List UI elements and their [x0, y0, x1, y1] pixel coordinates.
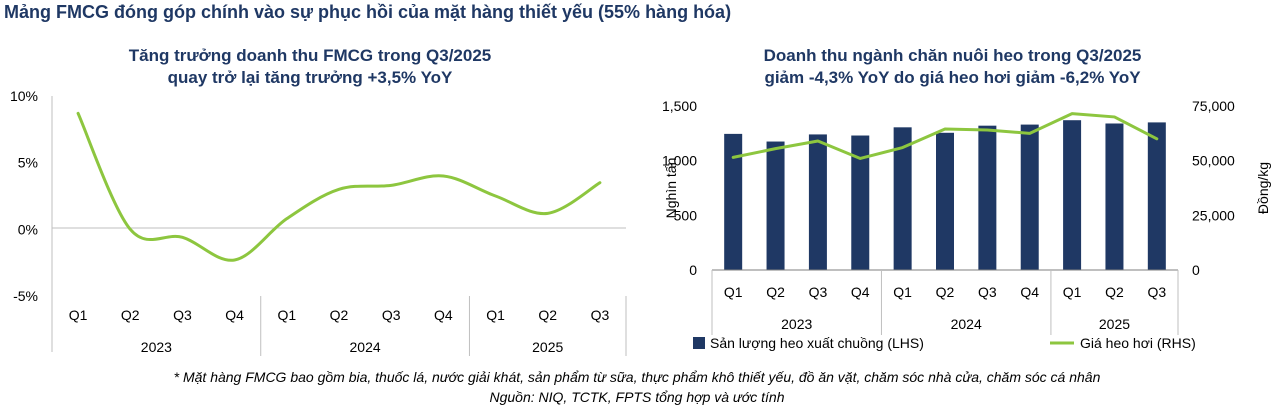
fmcg-chart-title-line2: quay trở lại tăng trưởng +3,5% YoY — [167, 68, 453, 87]
pork-x-tick-label: Q2 — [766, 284, 785, 300]
fmcg-y-tick-label: 5% — [18, 155, 38, 171]
fmcg-x-tick-label: Q3 — [382, 307, 401, 323]
pork-year-label: 2025 — [1099, 316, 1130, 332]
pork-right-tick-label: 0 — [1192, 262, 1200, 278]
pork-output-bar — [1063, 120, 1082, 270]
fmcg-chart-title-line1: Tăng trưởng doanh thu FMCG trong Q3/2025 — [128, 46, 492, 65]
pork-left-tick-label: 1,500 — [662, 98, 697, 114]
pork-legend-bar-swatch — [693, 337, 705, 349]
fmcg-x-tick-label: Q2 — [121, 307, 140, 323]
footnote-fmcg-definition: * Mặt hàng FMCG bao gồm bia, thuốc lá, n… — [173, 369, 1101, 385]
pork-x-tick-label: Q4 — [851, 284, 870, 300]
fmcg-x-tick-label: Q1 — [486, 307, 505, 323]
fmcg-x-tick-label: Q1 — [277, 307, 296, 323]
fmcg-year-label: 2023 — [141, 339, 172, 355]
pork-chart-title: Doanh thu ngành chăn nuôi heo trong Q3/2… — [640, 45, 1265, 89]
pork-x-tick-label: Q1 — [724, 284, 743, 300]
pork-right-axis-title: Đồng/kg — [1255, 162, 1271, 214]
fmcg-x-tick-label: Q3 — [173, 307, 192, 323]
pork-year-label: 2024 — [951, 316, 982, 332]
fmcg-x-tick-label: Q4 — [225, 307, 244, 323]
pork-output-bar — [851, 135, 870, 270]
pork-chart-title-line1: Doanh thu ngành chăn nuôi heo trong Q3/2… — [763, 46, 1142, 65]
pork-chart-title-line2: giảm -4,3% YoY do giá heo hơi giảm -6,2%… — [764, 68, 1141, 87]
pork-year-label: 2023 — [781, 316, 812, 332]
pork-left-tick-label: 0 — [689, 262, 697, 278]
fmcg-x-tick-label: Q2 — [330, 307, 349, 323]
footnote-source: Nguồn: NIQ, TCTK, FPTS tổng hợp và ước t… — [489, 389, 785, 405]
fmcg-y-tick-label: -5% — [13, 288, 38, 304]
pork-output-bar — [978, 125, 997, 271]
pork-right-tick-label: 50,000 — [1192, 153, 1235, 169]
pork-price-line — [731, 112, 1159, 160]
pork-left-axis-title: Nghìn tấn — [663, 158, 679, 219]
pork-left-tick-label: 500 — [674, 207, 698, 223]
pork-x-tick-label: Q2 — [936, 284, 955, 300]
pork-x-tick-label: Q2 — [1105, 284, 1124, 300]
pork-output-bar — [724, 133, 743, 270]
fmcg-year-label: 2024 — [350, 339, 381, 355]
pork-output-bar — [808, 134, 827, 270]
pork-right-tick-label: 75,000 — [1192, 98, 1235, 114]
fmcg-x-tick-label: Q2 — [538, 307, 557, 323]
pork-output-bar — [1020, 124, 1039, 270]
pork-output-bar — [1147, 122, 1166, 271]
pork-right-tick-label: 25,000 — [1192, 207, 1235, 223]
pork-x-tick-label: Q1 — [1063, 284, 1082, 300]
pork-legend-bar-label: Sản lượng heo xuất chuồng (LHS) — [710, 335, 924, 351]
pork-left-tick-label: 1,000 — [662, 153, 697, 169]
pork-output-bar — [936, 132, 954, 270]
fmcg-y-tick-label: 10% — [10, 88, 38, 104]
pork-output-bar — [893, 127, 912, 270]
pork-x-tick-label: Q3 — [1147, 284, 1166, 300]
page-title: Mảng FMCG đóng góp chính vào sự phục hồi… — [4, 2, 732, 22]
pork-output-bar — [1105, 123, 1124, 270]
pork-output-bar — [766, 141, 785, 270]
fmcg-x-tick-label: Q1 — [69, 307, 88, 323]
fmcg-chart-title: Tăng trưởng doanh thu FMCG trong Q3/2025… — [20, 45, 600, 89]
fmcg-x-tick-label: Q3 — [591, 307, 610, 323]
pork-x-tick-label: Q4 — [1020, 284, 1039, 300]
pork-x-tick-label: Q1 — [893, 284, 912, 300]
fmcg-year-label: 2025 — [532, 339, 563, 355]
pork-x-tick-label: Q3 — [809, 284, 828, 300]
pork-x-tick-label: Q3 — [978, 284, 997, 300]
pork-legend-line-label: Giá heo hơi (RHS) — [1080, 335, 1196, 351]
fmcg-growth-line — [76, 111, 602, 262]
fmcg-y-tick-label: 0% — [18, 221, 38, 237]
fmcg-x-tick-label: Q4 — [434, 307, 453, 323]
